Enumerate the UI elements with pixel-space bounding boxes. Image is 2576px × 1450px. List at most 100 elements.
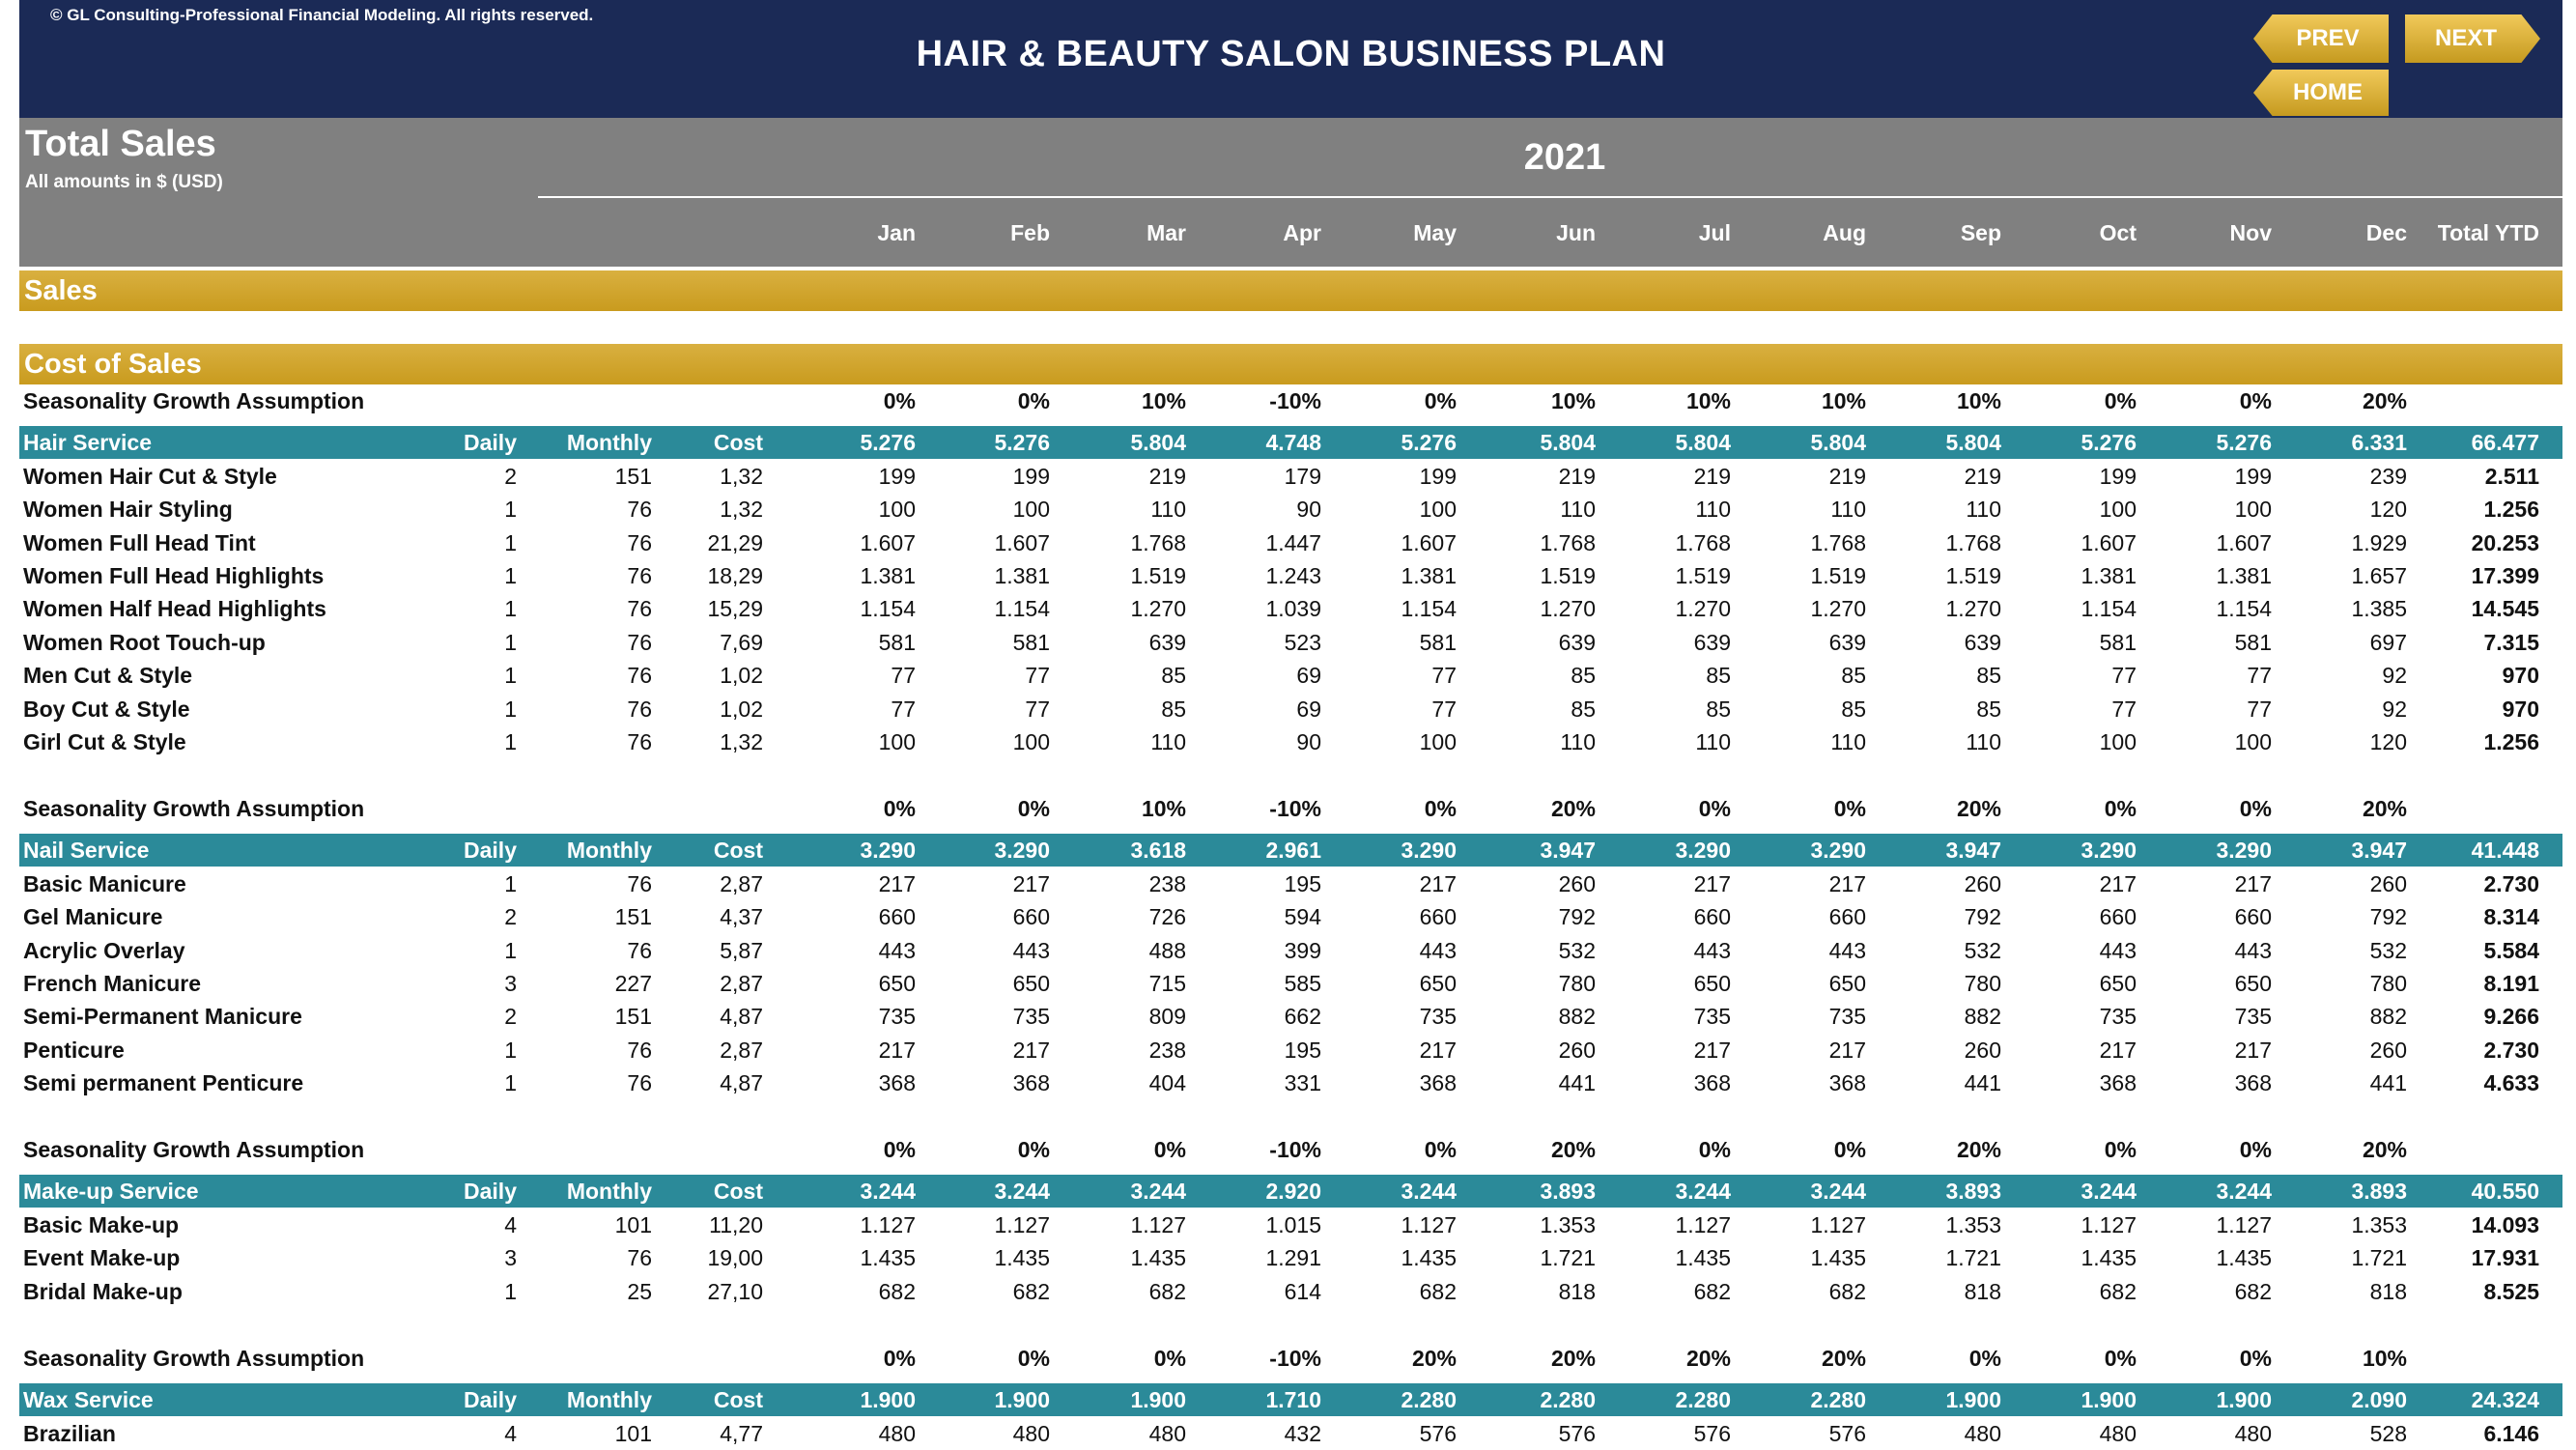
month-value: 780 [1964, 971, 2001, 996]
service-total-ytd: 66.477 [2471, 430, 2539, 456]
month-value: 368 [878, 1070, 916, 1096]
service-month-total: 2.280 [1401, 1387, 1457, 1413]
seasonality-value: 0% [1153, 1137, 1186, 1162]
month-value: 238 [1148, 1037, 1186, 1063]
month-value: 100 [1419, 497, 1457, 523]
service-month-total: 2.961 [1265, 838, 1321, 864]
seasonality-value: 20% [1685, 1346, 1731, 1371]
top-banner: © GL Consulting-Professional Financial M… [19, 0, 2562, 118]
total-ytd-value: 5.584 [2483, 937, 2539, 963]
line-item-label: Girl Cut & Style [23, 729, 186, 754]
daily-value: 3 [504, 1245, 517, 1271]
service-month-total: 3.244 [1130, 1179, 1186, 1205]
month-header: Feb [1010, 220, 1050, 245]
month-value: 882 [2369, 1004, 2407, 1030]
month-value: 100 [2234, 497, 2272, 523]
month-value: 818 [1558, 1278, 1596, 1304]
month-value: 443 [1693, 937, 1731, 963]
cost-value: 18,29 [707, 563, 763, 588]
service-month-total: 3.244 [1810, 1179, 1866, 1205]
month-value: 1.721 [1540, 1245, 1596, 1271]
month-header: Jul [1698, 220, 1731, 245]
line-item-label: Women Hair Cut & Style [23, 463, 277, 489]
month-value: 650 [1693, 971, 1731, 996]
month-value: 523 [1284, 629, 1321, 655]
monthly-column-header: Monthly [566, 838, 652, 864]
total-ytd-value: 9.266 [2483, 1004, 2539, 1030]
month-value: 1.353 [2351, 1211, 2407, 1237]
cost-column-header: Cost [713, 1387, 763, 1413]
seasonality-row: Seasonality Growth Assumption 0% 0% 0% -10% 0… [19, 1133, 2562, 1166]
month-value: 735 [1012, 1004, 1050, 1030]
month-value: 195 [1284, 870, 1321, 896]
service-header-row: Wax Service Daily Monthly Cost 1.900 1.900 1.9… [19, 1383, 2562, 1417]
month-value: 682 [1828, 1278, 1866, 1304]
service-month-total: 3.947 [1945, 838, 2001, 864]
seasonality-value: 20% [2362, 796, 2407, 821]
month-header: Apr [1283, 220, 1321, 245]
seasonality-value: 0% [1968, 1346, 2001, 1371]
cost-value: 11,20 [709, 1211, 763, 1237]
home-button[interactable]: HOME [2253, 70, 2389, 116]
line-item-label: Women Hair Styling [23, 497, 233, 523]
month-value: 1.353 [1540, 1211, 1596, 1237]
seasonality-value: 0% [1017, 796, 1050, 821]
next-button[interactable]: NEXT [2405, 14, 2540, 63]
plan-title: HAIR & BEAUTY SALON BUSINESS PLAN [916, 34, 1666, 74]
month-value: 792 [2369, 904, 2407, 930]
month-value: 581 [2234, 629, 2272, 655]
month-value: 443 [1828, 937, 1866, 963]
month-value: 697 [2369, 629, 2407, 655]
month-value: 110 [1150, 729, 1186, 754]
seasonality-value: 0% [1833, 1137, 1866, 1162]
monthly-value: 76 [627, 663, 652, 689]
month-header: Mar [1146, 220, 1186, 245]
service-month-total: 3.893 [2351, 1179, 2407, 1205]
month-value: 1.768 [1945, 529, 2001, 555]
total-ytd-value: 17.399 [2471, 563, 2539, 588]
line-item-label: Basic Manicure [23, 870, 186, 896]
month-value: 1.270 [1540, 596, 1596, 622]
month-value: 90 [1296, 497, 1321, 523]
month-value: 532 [1964, 937, 2001, 963]
month-value: 77 [891, 663, 916, 689]
line-item-row: Women Half Head Highlights 1 76 15,29 1.154 1… [19, 592, 2562, 625]
daily-value: 1 [504, 1278, 517, 1304]
month-value: 443 [1419, 937, 1457, 963]
month-value: 650 [1012, 971, 1050, 996]
monthly-value: 76 [627, 1037, 652, 1063]
month-value: 1.519 [1540, 563, 1596, 588]
month-value: 432 [1284, 1420, 1321, 1446]
month-value: 1.127 [1401, 1211, 1457, 1237]
daily-value: 4 [504, 1420, 517, 1446]
month-value: 1.519 [1130, 563, 1186, 588]
month-value: 217 [2099, 1037, 2137, 1063]
month-value: 443 [878, 937, 916, 963]
line-item-row: Gel Manicure 2 151 4,37 660 660 726 594 660 792 66… [19, 900, 2562, 933]
total-ytd-value: 4.633 [2483, 1070, 2539, 1096]
line-item-row: Bridal Make-up 1 25 27,10 682 682 682 614 682 818… [19, 1275, 2562, 1308]
month-value: 100 [2234, 729, 2272, 754]
month-value: 260 [1558, 1037, 1596, 1063]
seasonality-value: 10% [2362, 1346, 2407, 1371]
monthly-value: 101 [614, 1211, 652, 1237]
service-month-total: 5.276 [860, 430, 916, 456]
month-value: 735 [1693, 1004, 1731, 1030]
seasonality-value: -10% [1269, 388, 1321, 413]
cost-value: 4,77 [720, 1420, 763, 1446]
line-item-label: Semi-Permanent Manicure [23, 1004, 302, 1030]
month-value: 1.243 [1265, 563, 1321, 588]
line-item-label: Bridal Make-up [23, 1278, 183, 1304]
service-total-ytd: 41.448 [2471, 838, 2539, 864]
month-value: 1.607 [1401, 529, 1457, 555]
month-value: 77 [2247, 663, 2272, 689]
prev-button[interactable]: PREV [2253, 14, 2389, 63]
service-month-total: 3.290 [2216, 838, 2272, 864]
month-value: 1.154 [2081, 596, 2137, 622]
seasonality-label: Seasonality Growth Assumption [23, 1346, 365, 1371]
line-item-label: Women Root Touch-up [23, 629, 266, 655]
seasonality-label: Seasonality Growth Assumption [23, 1137, 365, 1162]
line-item-label: Women Half Head Highlights [23, 596, 326, 622]
service-month-total: 3.618 [1130, 838, 1186, 864]
